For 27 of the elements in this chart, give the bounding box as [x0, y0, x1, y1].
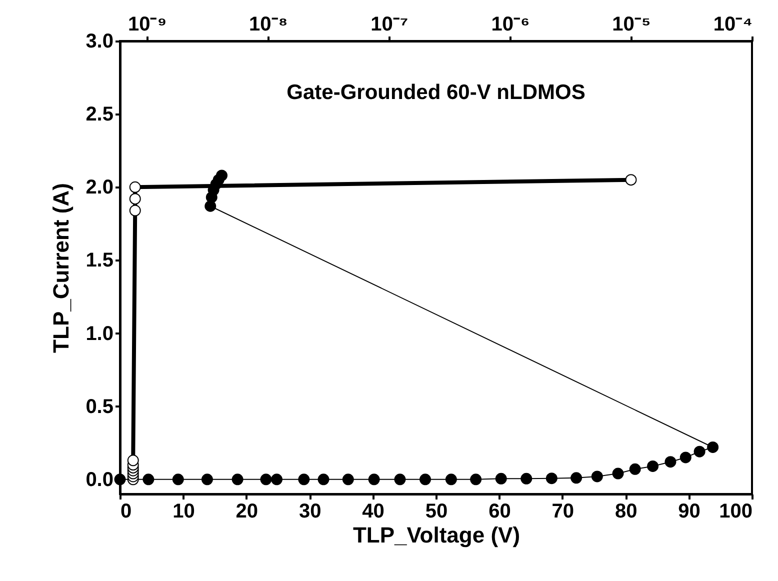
y-tick-label: 3.0 — [86, 30, 114, 52]
x-tick-label: 40 — [362, 500, 384, 522]
x2-tick-label: 10⁻⁷ — [370, 14, 408, 36]
x-axis-title: TLP_Voltage (V) — [352, 522, 520, 548]
x-tick-label: 60 — [488, 500, 511, 522]
x-tick-label: 50 — [425, 500, 448, 522]
y-tick-label: 1.5 — [86, 250, 114, 272]
y-tick-label: 2.5 — [86, 104, 114, 126]
x-tick-label: 80 — [614, 500, 638, 522]
y-tick-label: 0.5 — [86, 396, 114, 418]
x-tick-label: 70 — [552, 500, 574, 522]
x2-tick-label: 10⁻⁹ — [128, 14, 167, 36]
x2-tick-label: 10⁻⁴ — [713, 14, 752, 36]
x2-tick-label: 10⁻⁶ — [491, 14, 530, 36]
x-tick-label: 20 — [236, 500, 258, 522]
x-tick-label: 100 — [719, 500, 752, 522]
x-tick-label: 0 — [120, 500, 132, 522]
x2-tick-label: 10⁻⁸ — [249, 14, 288, 36]
x2-tick-label: 10⁻⁵ — [612, 14, 651, 36]
text: Gate-Grounded 60-V nLDMOS — [286, 81, 586, 104]
y-tick-label: 0.0 — [86, 468, 114, 491]
y-axis-title: TLP_Current (A) — [48, 183, 74, 353]
x-tick-label: 90 — [678, 500, 700, 522]
x-tick-label: 30 — [298, 500, 322, 522]
y-tick-label: 2.0 — [86, 176, 114, 199]
x-tick-label: 10 — [172, 500, 195, 522]
y-tick-label: 1.0 — [86, 322, 114, 345]
